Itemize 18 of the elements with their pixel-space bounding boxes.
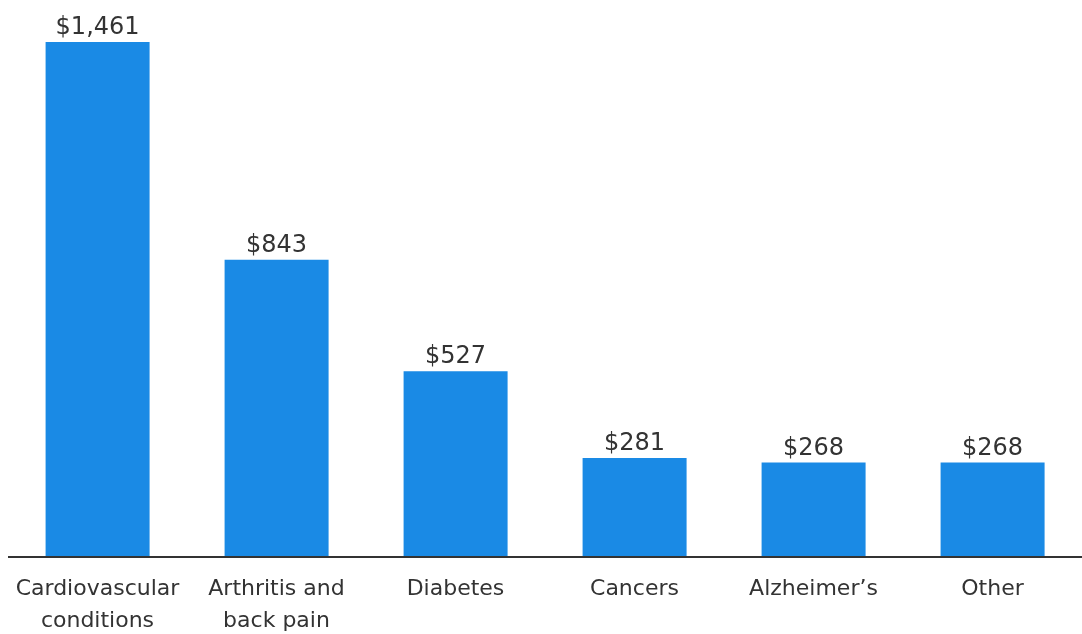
data-label: $843 xyxy=(246,229,308,258)
data-label: $527 xyxy=(425,341,487,370)
x-tick-label: Cardiovascular conditions xyxy=(15,575,181,632)
x-tick-label: Other xyxy=(961,575,1025,600)
x-tick-label: Cancers xyxy=(590,575,679,600)
bar xyxy=(45,42,150,557)
x-tick-label: Arthritis and back pain xyxy=(208,575,345,632)
data-label: $268 xyxy=(962,432,1024,461)
bar xyxy=(940,462,1045,557)
data-label: $268 xyxy=(783,432,845,461)
x-tick-label: Alzheimer’s xyxy=(749,575,878,600)
bar xyxy=(403,371,508,557)
data-label: $281 xyxy=(604,427,666,456)
data-label: $1,461 xyxy=(55,12,140,40)
bar xyxy=(761,462,866,557)
x-tick-label: Diabetes xyxy=(406,575,505,600)
bar xyxy=(582,457,687,557)
bar xyxy=(224,259,329,557)
